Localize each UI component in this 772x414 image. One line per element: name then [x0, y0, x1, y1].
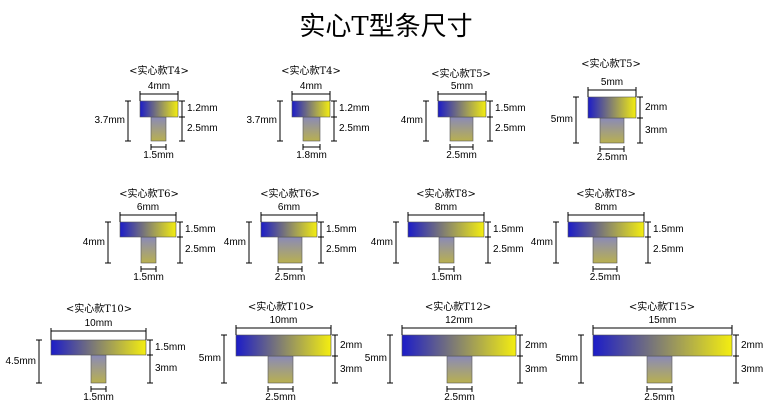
total-height-label: 4.5mm — [5, 355, 36, 367]
t-profile-cap — [407, 221, 485, 238]
total-height-label: 3.7mm — [246, 115, 277, 126]
t-profile-stem — [267, 355, 294, 384]
total-height-label: 4mm — [370, 236, 393, 248]
total-height-label: 4mm — [530, 236, 553, 248]
t-profile-cap — [291, 100, 331, 118]
width-label: 5mm — [600, 77, 624, 88]
stem-height-label: 2.5mm — [187, 123, 218, 134]
t-profile-cap — [139, 100, 179, 118]
width-label: 5mm — [450, 81, 474, 92]
t-profile-cap — [235, 334, 332, 357]
stem-width-label: 2.5mm — [596, 152, 628, 163]
stem-height-label: 2.5mm — [653, 244, 684, 255]
t-profile-cap — [50, 339, 147, 356]
profile-name: <实心款T5> — [581, 59, 641, 70]
profile-name: <实心款T12> — [424, 302, 492, 313]
t-profile-stem — [277, 236, 303, 264]
t-profile-cap — [437, 100, 487, 118]
cap-height-label: 1.2mm — [187, 103, 218, 114]
t-profile-cap — [401, 334, 517, 357]
profile-name: <实心款T5> — [431, 69, 491, 80]
total-height-label: 5mm — [198, 353, 221, 364]
stem-height-label: 3mm — [645, 124, 668, 136]
total-height-label: 4mm — [400, 115, 423, 126]
t-profile-stem — [449, 116, 474, 142]
stem-width-label: 1.5mm — [143, 150, 174, 161]
width-label: 8mm — [434, 202, 458, 213]
t-profile-cap — [567, 221, 645, 238]
cap-height-label: 1.5mm — [653, 223, 684, 235]
width-label: 4mm — [147, 81, 171, 92]
width-label: 15mm — [648, 315, 677, 326]
stem-height-label: 3mm — [340, 363, 363, 375]
stem-height-label: 2.5mm — [326, 244, 357, 255]
stem-height-label: 3mm — [155, 363, 178, 374]
stem-width-label: 1.5mm — [133, 272, 164, 283]
stem-width-label: 1.8mm — [296, 150, 327, 161]
width-label: 6mm — [277, 202, 301, 213]
cap-height-label: 2mm — [645, 101, 668, 113]
total-height-label: 3.7mm — [94, 115, 125, 126]
stem-width-label: 2.5mm — [644, 392, 675, 403]
cap-height-label: 1.5mm — [185, 223, 216, 235]
stem-height-label: 3mm — [741, 363, 764, 375]
cap-height-label: 1.5mm — [326, 223, 357, 235]
cap-height-label: 2mm — [741, 339, 764, 351]
stem-height-label: 2.5mm — [339, 123, 370, 134]
profile-name: <实心款T10> — [65, 304, 133, 315]
width-label: 6mm — [136, 202, 160, 213]
stem-width-label: 2.5mm — [446, 150, 477, 161]
t-profile-cap — [260, 221, 318, 238]
t-profile-stem — [438, 236, 455, 264]
total-height-label: 5mm — [555, 353, 578, 364]
cap-height-label: 2mm — [340, 339, 363, 351]
cap-height-label: 1.5mm — [155, 341, 186, 353]
profile-name: <实心款T4> — [281, 66, 341, 77]
total-height-label: 4mm — [82, 236, 105, 248]
t-profile-stem — [646, 355, 673, 384]
cap-height-label: 1.2mm — [339, 103, 370, 114]
total-height-label: 4mm — [223, 236, 246, 248]
stem-height-label: 2.5mm — [495, 123, 526, 134]
t-profile-cap — [119, 221, 177, 238]
stem-width-label: 2.5mm — [274, 272, 306, 283]
profile-name: <实心款T15> — [628, 302, 696, 313]
cap-height-label: 1.5mm — [493, 223, 524, 235]
profile-name: <实心款T8> — [576, 189, 636, 200]
stem-width-label: 1.5mm — [431, 272, 462, 283]
width-label: 10mm — [269, 315, 298, 326]
stem-width-label: 2.5mm — [444, 392, 475, 403]
cap-height-label: 1.5mm — [495, 103, 526, 114]
stem-width-label: 2.5mm — [265, 392, 296, 403]
profile-name: <实心款T4> — [129, 66, 189, 77]
page-title: 实心T型条尺寸 — [299, 12, 473, 42]
total-height-label: 5mm — [364, 353, 387, 364]
t-profile-cap — [592, 334, 733, 357]
t-profile-cap — [587, 96, 637, 119]
width-label: 4mm — [299, 81, 323, 92]
t-profile-stem — [90, 354, 107, 384]
cap-height-label: 2mm — [525, 339, 548, 351]
stem-height-label: 2.5mm — [493, 244, 524, 255]
width-label: 12mm — [445, 315, 473, 326]
t-profile-stem — [599, 117, 625, 144]
stem-width-label: 2.5mm — [589, 272, 621, 283]
stem-height-label: 2.5mm — [185, 244, 216, 255]
t-profile-stem — [140, 236, 157, 264]
total-height-label: 5mm — [550, 114, 573, 125]
profile-name: <实心款T6> — [119, 189, 179, 200]
profile-name: <实心款T10> — [247, 302, 315, 313]
t-profile-stem — [302, 116, 321, 142]
width-label: 10mm — [84, 318, 113, 329]
t-profile-stem — [592, 236, 618, 264]
t-profile-stem — [150, 116, 167, 142]
width-label: 8mm — [594, 202, 618, 213]
t-profile-stem — [446, 355, 473, 384]
profile-name: <实心款T8> — [416, 189, 476, 200]
stem-width-label: 1.5mm — [83, 392, 114, 403]
profile-name: <实心款T6> — [260, 189, 320, 200]
stem-height-label: 3mm — [525, 363, 548, 375]
